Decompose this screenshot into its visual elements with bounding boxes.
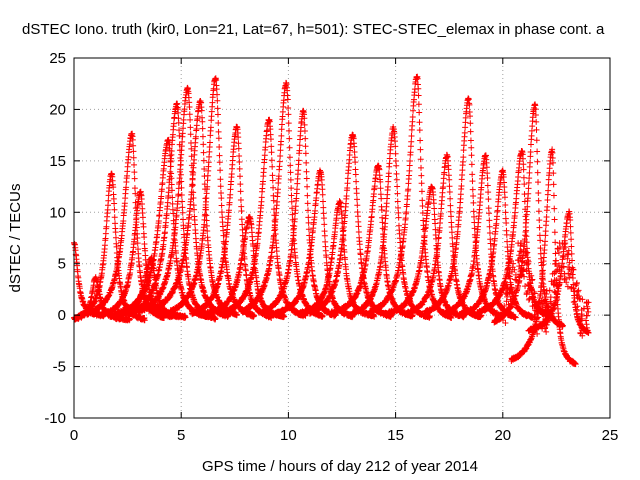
data-point [111, 206, 118, 213]
data-point [132, 221, 139, 228]
data-point [112, 220, 119, 227]
data-point [140, 223, 147, 230]
data-point [120, 217, 127, 224]
data-point [113, 243, 120, 250]
data-point [141, 234, 148, 241]
data-point [112, 229, 119, 236]
data-point [111, 200, 118, 207]
data-point [102, 230, 109, 237]
data-point [130, 154, 137, 161]
data-point [131, 185, 138, 192]
data-point [112, 234, 119, 241]
data-point [139, 214, 146, 221]
data-point [126, 316, 133, 323]
data-point [131, 175, 138, 182]
data-point [134, 240, 141, 247]
data-point [121, 200, 128, 207]
data-point [134, 235, 141, 242]
data-point [129, 136, 136, 143]
data-point [123, 184, 130, 191]
data-point [132, 190, 139, 197]
data-point [110, 184, 117, 191]
data-point [105, 197, 112, 204]
data-point [130, 148, 137, 155]
data-point [131, 169, 138, 176]
data-point [141, 317, 148, 324]
data-points [71, 73, 592, 368]
data-point [131, 161, 138, 168]
data-point [130, 142, 137, 149]
data-point [103, 223, 110, 230]
data-point [111, 214, 118, 221]
